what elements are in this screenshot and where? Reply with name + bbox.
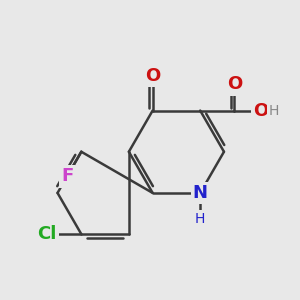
- Text: O: O: [145, 67, 160, 85]
- Text: O: O: [253, 102, 268, 120]
- Text: O: O: [227, 75, 242, 93]
- Text: F: F: [61, 167, 73, 185]
- Text: H: H: [269, 103, 279, 118]
- Text: H: H: [195, 212, 206, 226]
- Text: Cl: Cl: [38, 225, 57, 243]
- Text: N: N: [193, 184, 208, 202]
